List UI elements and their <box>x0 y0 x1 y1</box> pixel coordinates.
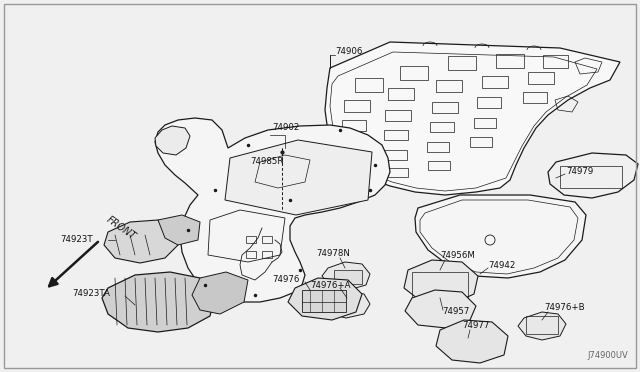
Bar <box>470 137 492 147</box>
Polygon shape <box>104 220 178 263</box>
Polygon shape <box>405 290 476 328</box>
Text: 74976+B: 74976+B <box>544 304 584 312</box>
Bar <box>344 158 366 168</box>
Bar <box>350 176 370 185</box>
Text: 74906: 74906 <box>335 48 362 57</box>
Bar <box>262 236 272 243</box>
Polygon shape <box>325 42 620 195</box>
Polygon shape <box>404 260 478 304</box>
Bar <box>400 66 428 80</box>
Bar <box>342 120 366 131</box>
Bar <box>428 161 450 170</box>
Polygon shape <box>158 215 200 245</box>
Bar <box>474 118 496 128</box>
Polygon shape <box>155 118 390 302</box>
Bar <box>386 168 408 177</box>
Bar <box>432 102 458 113</box>
Bar <box>560 166 622 188</box>
Polygon shape <box>518 312 566 340</box>
Bar <box>388 88 414 100</box>
Bar <box>246 251 256 258</box>
Text: 74977: 74977 <box>462 321 490 330</box>
Bar <box>543 55 568 68</box>
Bar <box>384 130 408 140</box>
Text: 74979: 74979 <box>566 167 593 176</box>
Bar <box>448 56 476 70</box>
Polygon shape <box>415 195 586 278</box>
Polygon shape <box>102 272 215 332</box>
Polygon shape <box>324 292 370 318</box>
Bar <box>302 290 346 312</box>
Bar <box>383 150 407 160</box>
Bar <box>427 142 449 152</box>
Text: FRONT: FRONT <box>105 214 138 242</box>
Text: 74985R: 74985R <box>250 157 284 167</box>
Text: J74900UV: J74900UV <box>588 351 628 360</box>
Bar <box>334 270 362 284</box>
Bar <box>412 272 468 298</box>
Polygon shape <box>436 320 508 363</box>
Bar <box>436 80 462 92</box>
Text: 74976+A: 74976+A <box>310 280 351 289</box>
Polygon shape <box>548 153 638 198</box>
Bar <box>385 110 411 121</box>
Polygon shape <box>322 262 370 290</box>
Bar <box>526 316 558 334</box>
Polygon shape <box>288 278 362 320</box>
Bar <box>342 140 364 150</box>
Text: 74957: 74957 <box>442 308 469 317</box>
Bar <box>262 251 272 258</box>
Text: 74956M: 74956M <box>440 250 475 260</box>
Text: 74978N: 74978N <box>316 250 350 259</box>
Bar <box>496 54 524 68</box>
Polygon shape <box>155 126 190 155</box>
Text: 74942: 74942 <box>488 260 515 269</box>
Text: 74902: 74902 <box>272 124 300 132</box>
Bar <box>344 100 370 112</box>
Text: 74923TA: 74923TA <box>72 289 110 298</box>
Bar <box>246 236 256 243</box>
Bar <box>355 78 383 92</box>
Text: 74923T: 74923T <box>60 235 93 244</box>
Polygon shape <box>225 140 372 215</box>
Bar <box>477 97 501 108</box>
Bar <box>523 92 547 103</box>
Text: 74976: 74976 <box>272 276 300 285</box>
Bar <box>482 76 508 88</box>
Bar <box>430 122 454 132</box>
Polygon shape <box>192 272 248 314</box>
Bar <box>528 72 554 84</box>
